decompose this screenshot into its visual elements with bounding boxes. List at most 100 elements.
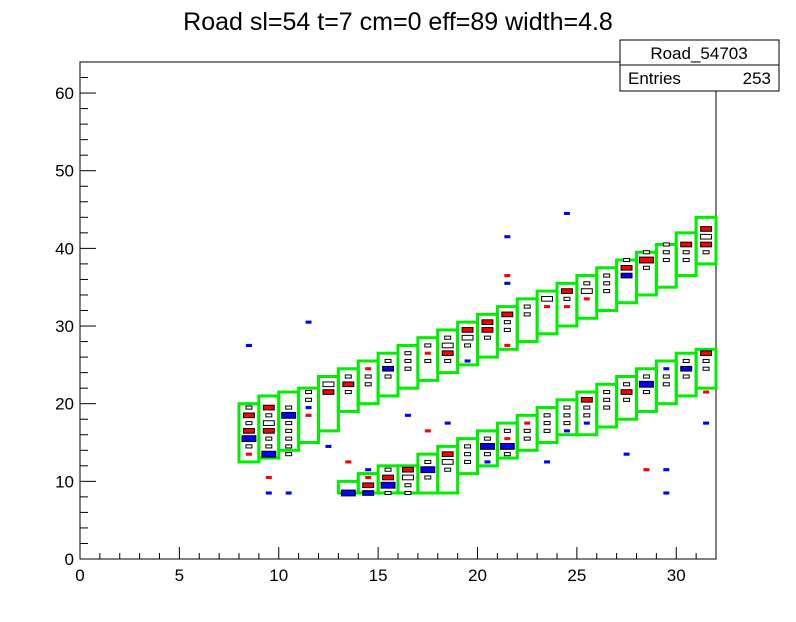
hit-cell: [620, 272, 633, 279]
hit-cell: [682, 250, 690, 255]
hit-cell: [404, 483, 412, 488]
hit-cell: [285, 428, 293, 433]
hit-cell: [245, 343, 252, 347]
hit-cell: [682, 358, 690, 364]
x-tick-label: 0: [75, 566, 84, 585]
hit-cell: [464, 444, 472, 449]
hit-cell: [680, 241, 693, 248]
y-tick-label: 20: [55, 395, 74, 414]
hit-cell: [444, 467, 452, 472]
hit-cell: [441, 459, 454, 465]
hit-cell: [643, 468, 650, 472]
hit-cell: [344, 374, 352, 379]
hit-cell: [524, 421, 531, 425]
hit-cell: [499, 442, 515, 450]
hit-cell: [663, 367, 670, 371]
hit-cell: [484, 460, 491, 464]
hit-cell: [384, 358, 392, 364]
y-tick-label: 10: [55, 472, 74, 491]
hit-cell: [364, 382, 372, 387]
hit-cell: [365, 475, 372, 480]
hit-cell: [262, 428, 275, 434]
hit-cell: [504, 274, 511, 278]
hit-cell: [464, 452, 472, 457]
hit-cell: [285, 444, 293, 449]
hit-cell: [504, 235, 511, 239]
hit-cell: [623, 397, 631, 402]
hit-cell: [285, 491, 292, 495]
hit-cell: [362, 490, 375, 496]
x-tick-label: 10: [269, 566, 288, 585]
hit-cell: [245, 405, 253, 410]
hit-cell: [703, 390, 710, 394]
hit-cell: [642, 374, 650, 379]
hit-cell: [242, 428, 255, 434]
hit-cell: [401, 474, 414, 481]
hit-cell: [281, 411, 297, 419]
hit-cell: [702, 358, 710, 364]
hit-cell: [563, 413, 571, 418]
hit-cell: [265, 491, 272, 495]
hit-cell: [603, 289, 611, 294]
hit-cell: [305, 397, 313, 402]
x-tick-label: 25: [567, 566, 586, 585]
hit-cell: [543, 421, 551, 426]
hit-cell: [680, 365, 693, 372]
road-segment-upper: [694, 215, 718, 266]
hit-cell: [503, 327, 511, 332]
hit-cell: [642, 250, 650, 255]
hit-cell: [322, 381, 335, 388]
hit-cell: [481, 327, 494, 333]
x-tick-label: 30: [667, 566, 686, 585]
hit-cell: [682, 374, 690, 379]
hit-cell: [404, 490, 412, 496]
stats-box: Road_54703 Entries 253: [619, 39, 780, 92]
hit-cell: [580, 396, 593, 403]
hit-cell: [563, 211, 570, 215]
hit-cell: [503, 428, 511, 433]
hit-cell: [384, 467, 392, 472]
hit-cell: [441, 342, 454, 349]
hit-cell: [265, 413, 273, 418]
y-tick-label: 50: [55, 162, 74, 181]
x-tick-label: 5: [175, 566, 184, 585]
hit-cell: [663, 468, 670, 472]
hit-cell: [265, 475, 272, 480]
hit-cell: [501, 311, 514, 318]
hit-cell: [544, 305, 551, 309]
hit-cell: [404, 413, 411, 417]
hit-cell: [483, 436, 491, 441]
hit-cell: [384, 374, 392, 379]
hit-cell: [322, 389, 335, 395]
hit-cell: [563, 429, 570, 433]
hit-cell: [365, 468, 372, 472]
hit-cell: [623, 452, 630, 456]
hit-cell: [325, 444, 332, 448]
hit-cell: [424, 459, 432, 464]
hit-cell: [404, 358, 412, 364]
hit-cell: [662, 257, 670, 263]
hit-cell: [543, 413, 551, 418]
hit-cell: [560, 288, 573, 294]
hit-cell: [523, 428, 531, 433]
x-tick-label: 15: [369, 566, 388, 585]
y-tick-label: 30: [55, 317, 74, 336]
hit-cell: [362, 482, 375, 489]
hit-cell: [464, 459, 472, 464]
hit-cell: [441, 350, 454, 357]
hit-cell: [305, 406, 312, 410]
hit-cell: [424, 429, 431, 433]
hit-cells: [241, 211, 713, 497]
hit-cell: [461, 327, 474, 333]
hit-cell: [241, 435, 257, 443]
hit-cell: [364, 374, 372, 379]
hit-cell: [404, 351, 412, 356]
hit-cell: [444, 335, 452, 340]
hit-cell: [401, 466, 414, 473]
hit-cell: [483, 335, 491, 340]
hit-cell: [504, 281, 511, 285]
hit-cell: [541, 296, 554, 302]
hit-cell: [663, 491, 670, 495]
hit-cell: [623, 257, 631, 263]
